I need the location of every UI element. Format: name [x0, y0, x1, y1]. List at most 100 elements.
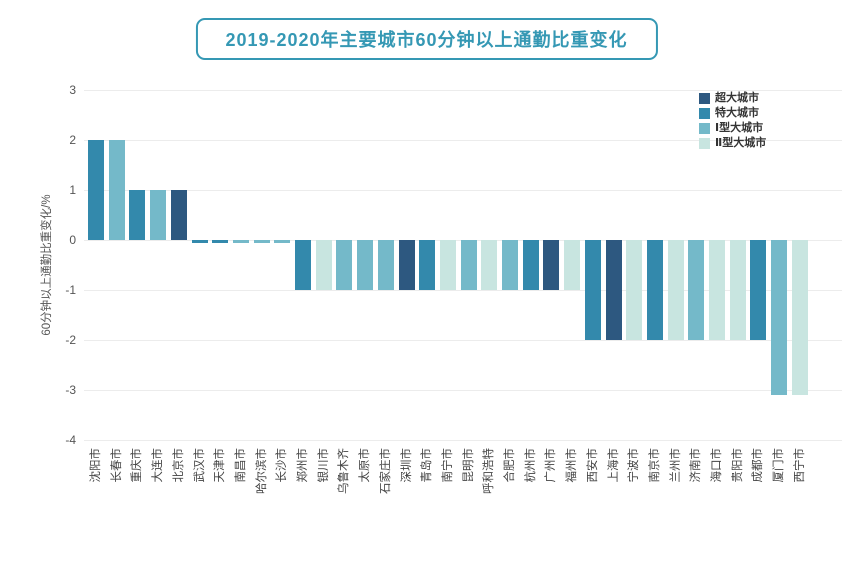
x-axis-label: 深圳市 [400, 448, 413, 483]
x-axis-label: 天津市 [214, 448, 227, 483]
x-axis-label: 长沙市 [276, 448, 289, 483]
gridline [84, 89, 842, 91]
gridline [84, 139, 842, 141]
gridline [84, 189, 842, 191]
x-axis-label: 南宁市 [441, 448, 454, 483]
chart-bar [398, 240, 415, 290]
x-axis-label: 福州市 [566, 448, 579, 483]
legend-swatch [699, 137, 710, 149]
chart-bar [377, 240, 394, 290]
chart-bar [232, 240, 249, 243]
chart-bar [481, 240, 498, 290]
chart-bar [729, 240, 746, 340]
chart-bar [667, 240, 684, 340]
x-axis-label: 广州市 [545, 448, 558, 483]
chart-bar [108, 140, 125, 240]
chart-bar [771, 240, 788, 395]
chart-bar [439, 240, 456, 290]
y-axis-title: 60分钟以上通勤比重变化/% [41, 194, 53, 336]
y-tick-label: -2 [65, 333, 76, 347]
legend-label: 超大城市 [715, 92, 759, 104]
chart-bar [191, 240, 208, 243]
x-axis-label: 上海市 [607, 448, 620, 483]
chart-bar [688, 240, 705, 340]
gridline [84, 289, 842, 291]
x-axis-label: 成都市 [752, 448, 765, 483]
x-axis-label: 南昌市 [234, 448, 247, 483]
x-axis-label: 沈阳市 [90, 448, 102, 483]
x-axis-label: 银川市 [317, 448, 330, 483]
chart-bar [295, 240, 311, 290]
x-axis-label: 合肥市 [504, 448, 516, 483]
chart-bar [502, 240, 518, 290]
legend-label: Ⅰ型大城市 [715, 122, 764, 134]
x-axis-label: 昆明市 [462, 448, 475, 483]
x-axis-label: 石家庄市 [379, 448, 392, 494]
x-axis-label: 长春市 [110, 448, 123, 483]
x-axis-label: 郑州市 [297, 448, 309, 483]
x-axis-label: 贵阳市 [731, 448, 744, 483]
plot-area: 3 2 1 0 -1 -2 -3 -4 60分钟以上通勤比重变化/% 沈阳市 长春市 重庆市 大连市 北京… [41, 83, 842, 494]
chart-bar [791, 240, 808, 395]
x-axis-label: 兰州市 [669, 448, 682, 483]
gridline [84, 339, 842, 341]
x-axis-label: 宁波市 [628, 448, 641, 483]
legend-label: 特大城市 [715, 107, 759, 119]
chart-bar [315, 240, 332, 290]
chart-bar [584, 240, 601, 340]
x-axis-label: 杭州市 [524, 448, 537, 483]
x-axis-label: 大连市 [152, 448, 165, 483]
x-axis-label: 乌鲁木齐 [338, 448, 351, 494]
legend-swatch [699, 92, 710, 104]
chart-bar [564, 240, 581, 290]
legend: 超大城市特大城市 Ⅰ型大城市 Ⅱ型大城市 [699, 92, 766, 152]
x-axis-label: 重庆市 [131, 448, 144, 483]
y-tick-label: -3 [65, 383, 76, 397]
chart-bar [460, 240, 477, 290]
gridline [84, 439, 842, 441]
y-tick-label: 2 [69, 133, 76, 147]
legend-item: Ⅰ型大城市 [699, 122, 766, 134]
y-tick-label: 1 [69, 183, 76, 197]
chart-bar [274, 240, 291, 243]
x-axis-label: 呼和浩特 [483, 448, 496, 494]
chart-bar [253, 240, 270, 243]
chart-bar [170, 190, 187, 240]
x-axis-label: 青岛市 [421, 448, 434, 483]
x-axis-label: 南京市 [648, 448, 661, 483]
legend-item: 超大城市 [699, 92, 766, 104]
chart-bar [646, 240, 663, 340]
chart-bar [88, 140, 104, 240]
chart-bar [336, 240, 353, 290]
legend-item: 特大城市 [699, 107, 766, 119]
x-axis-label: 西宁市 [793, 448, 806, 483]
y-tick-label: -4 [65, 433, 76, 447]
chart-bar [129, 190, 146, 240]
x-axis-label: 海口市 [711, 448, 723, 483]
x-axis-label: 西安市 [586, 448, 599, 483]
chart-bar [419, 240, 436, 290]
y-tick-label: 3 [69, 83, 76, 97]
chart-bar [626, 240, 643, 340]
chart-bar [357, 240, 374, 290]
chart-bar [522, 240, 539, 290]
legend-swatch [699, 107, 710, 119]
x-axis-label: 太原市 [359, 448, 372, 483]
x-axis-label: 北京市 [172, 448, 185, 483]
chart-bar [709, 240, 725, 340]
chart-title: 2019-2020年主要城市60分钟以上通勤比重变化 [195, 18, 658, 60]
chart-bar [750, 240, 767, 340]
chart-bar [543, 240, 560, 290]
gridline [84, 389, 842, 391]
y-tick-label: 0 [69, 233, 76, 247]
chart-bar [605, 240, 622, 340]
legend-swatch [699, 122, 710, 134]
x-axis-label: 武汉市 [193, 448, 206, 483]
chart-bar [212, 240, 229, 243]
y-tick-label: -1 [65, 283, 76, 297]
chart-bar [150, 190, 167, 240]
legend-item: Ⅱ型大城市 [699, 137, 766, 149]
legend-label: Ⅱ型大城市 [715, 137, 767, 149]
x-axis-label: 哈尔滨市 [255, 448, 268, 494]
x-axis-label: 济南市 [690, 448, 703, 483]
